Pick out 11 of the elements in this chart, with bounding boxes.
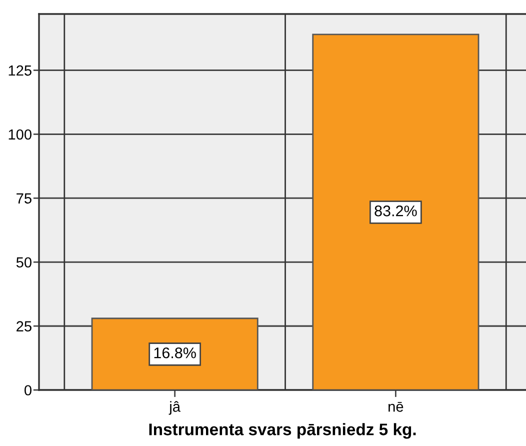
y-tick-label: 0 <box>24 385 32 396</box>
x-tick-label: nē <box>388 402 404 412</box>
annotation: 83.2% <box>374 206 417 216</box>
x-axis-title: Instrumenta svars pārsniedz 5 kg. <box>149 423 416 439</box>
y-tick-label: 75 <box>16 193 32 204</box>
y-tick-label: 25 <box>16 321 32 332</box>
annotation: 16.8% <box>154 347 196 358</box>
x-tick-label: jâ <box>168 401 181 415</box>
y-tick-label: 100 <box>8 129 32 140</box>
y-tick-label: 50 <box>16 257 32 268</box>
y-tick-label: 125 <box>8 65 32 76</box>
